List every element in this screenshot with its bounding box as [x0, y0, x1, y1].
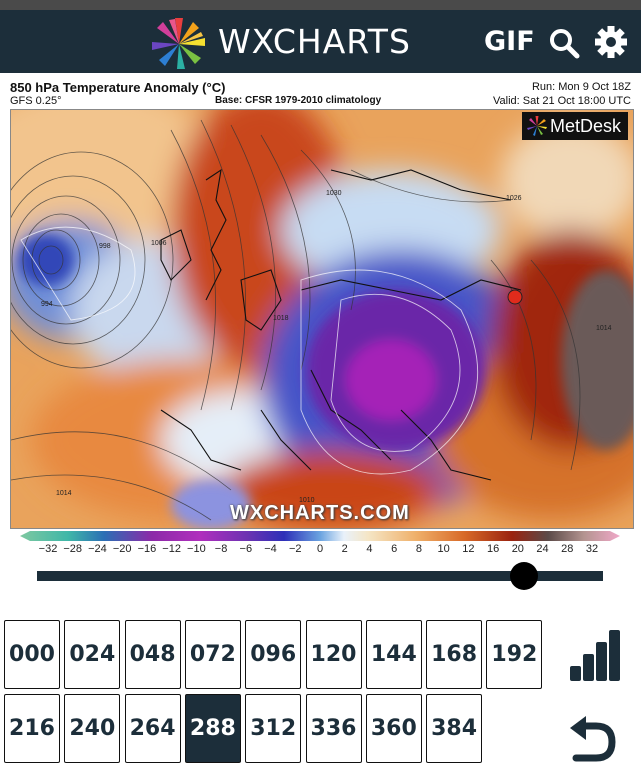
scale-tick-label: −10	[187, 543, 206, 555]
step-button-072[interactable]: 072	[184, 620, 241, 689]
gear-icon[interactable]	[594, 25, 628, 59]
scale-tick-label: 0	[316, 543, 324, 555]
scale-tick-label: −12	[162, 543, 181, 555]
time-slider-track[interactable]	[37, 571, 603, 581]
scale-tick-label: 10	[437, 543, 450, 555]
scale-tick-label: 20	[511, 543, 524, 555]
step-button-120[interactable]: 120	[305, 620, 362, 689]
svg-text:998: 998	[99, 243, 111, 250]
scale-tick-label: 28	[561, 543, 574, 555]
logo-icon[interactable]	[148, 14, 210, 70]
brand-title: WXCHARTS	[218, 22, 411, 61]
scale-tick-label: 24	[536, 543, 549, 555]
step-button-312[interactable]: 312	[245, 694, 302, 763]
step-button-240[interactable]: 240	[64, 694, 121, 763]
scale-tick-label: 4	[366, 543, 373, 555]
svg-text:994: 994	[41, 301, 53, 308]
scale-tick-label: 2	[341, 543, 348, 555]
scale-tick-label: 12	[462, 543, 475, 555]
weather-map[interactable]: 998 994 1014 1006 1010 1030 1026 1014 10…	[10, 109, 634, 529]
step-button-168[interactable]: 168	[426, 620, 483, 689]
step-button-192[interactable]: 192	[486, 620, 543, 689]
step-button-000[interactable]: 000	[4, 620, 60, 689]
scale-tick-label: 6	[391, 543, 398, 555]
svg-text:1014: 1014	[596, 325, 612, 332]
svg-text:1030: 1030	[326, 190, 342, 197]
valid-time-label: Valid: Sat 21 Oct 18:00 UTC	[493, 95, 631, 107]
metdesk-logo-icon	[527, 116, 547, 136]
metdesk-badge: MetDesk	[522, 112, 628, 140]
run-label: Run: Mon 9 Oct 18Z	[531, 81, 631, 93]
watermark: WXCHARTS.COM	[230, 502, 410, 524]
scale-tick-label: 8	[415, 543, 422, 555]
step-button-360[interactable]: 360	[365, 694, 422, 763]
step-button-048[interactable]: 048	[124, 620, 181, 689]
scale-tick-label: −28	[63, 543, 83, 555]
step-button-336[interactable]: 336	[305, 694, 362, 763]
step-button-264[interactable]: 264	[124, 694, 181, 763]
time-slider-thumb[interactable]	[509, 562, 538, 590]
svg-text:1026: 1026	[506, 195, 522, 202]
step-button-384[interactable]: 384	[426, 694, 483, 763]
scale-tick-label: −2	[288, 543, 302, 555]
svg-text:1006: 1006	[151, 240, 167, 247]
app-header: WXCHARTS GIF	[0, 10, 641, 73]
back-arrow-icon[interactable]	[566, 716, 618, 764]
chart-title: 850 hPa Temperature Anomaly (°C)	[10, 80, 226, 95]
svg-text:1010: 1010	[299, 497, 315, 504]
model-label: GFS 0.25°	[10, 95, 62, 107]
scale-tick-label: 16	[486, 543, 500, 555]
search-icon[interactable]	[548, 27, 580, 59]
status-strip	[0, 0, 641, 10]
scale-tick-label: −4	[264, 543, 277, 555]
scale-tick-label: −8	[214, 543, 228, 555]
anomaly-map-graphic: 998 994 1014 1006 1010 1030 1026 1014 10…	[11, 110, 633, 528]
gif-button[interactable]: GIF	[484, 26, 535, 57]
svg-text:1014: 1014	[56, 490, 72, 497]
scale-tick-label: −6	[239, 543, 253, 555]
metdesk-label: MetDesk	[550, 116, 622, 136]
scale-tick-label: −20	[112, 543, 132, 555]
color-scale-labels: −32 −28 −24 −20 −16 −12 −10 −8 −6 −4 −2 0 2 4 6 8 10 12 16…	[0, 543, 641, 557]
step-button-288[interactable]: 288	[184, 694, 241, 763]
scale-tick-label: 32	[585, 543, 599, 555]
step-button-024[interactable]: 024	[64, 620, 121, 689]
scale-tick-label: −32	[38, 543, 58, 555]
color-scale-bar	[20, 531, 620, 541]
scale-tick-label: −16	[137, 543, 157, 555]
bar-chart-icon[interactable]	[568, 630, 620, 682]
svg-text:1018: 1018	[273, 315, 289, 322]
step-button-096[interactable]: 096	[245, 620, 302, 689]
step-button-216[interactable]: 216	[4, 694, 60, 763]
scale-tick-label: −24	[88, 543, 107, 555]
step-button-144[interactable]: 144	[365, 620, 422, 689]
base-climatology-label: Base: CFSR 1979-2010 climatology	[215, 95, 382, 106]
